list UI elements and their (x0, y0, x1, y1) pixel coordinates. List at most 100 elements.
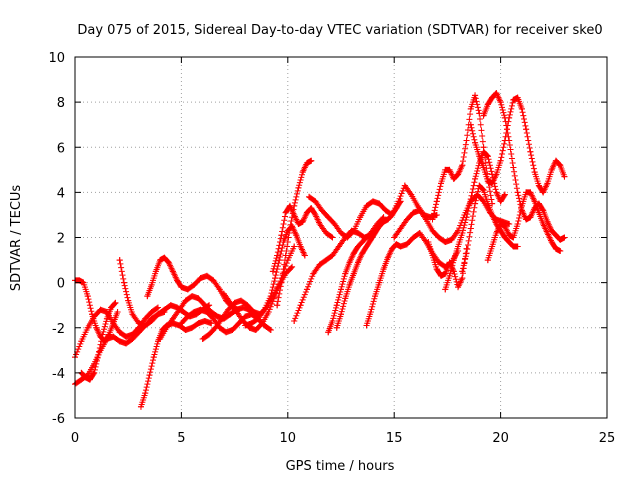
data-point (506, 137, 513, 144)
data-point (157, 257, 164, 264)
data-point (176, 306, 183, 313)
data-point (316, 261, 323, 268)
data-point (240, 304, 247, 311)
data-point (338, 229, 344, 236)
x-tick-label: 0 (71, 431, 79, 446)
data-point (484, 257, 491, 264)
data-point (489, 211, 496, 218)
data-point (116, 257, 123, 264)
data-point (103, 336, 110, 343)
data-point (459, 162, 466, 169)
data-point (548, 166, 555, 173)
data-point (391, 234, 398, 241)
data-point (397, 243, 404, 250)
data-point (372, 293, 379, 300)
data-point (84, 293, 91, 300)
data-point (384, 254, 391, 261)
data-point (297, 243, 304, 250)
data-point (355, 243, 362, 250)
data-point (163, 324, 170, 331)
data-point (467, 121, 474, 128)
data-point (527, 214, 534, 221)
data-point (535, 182, 542, 189)
data-point (544, 229, 551, 236)
data-point (210, 315, 217, 322)
data-point (416, 229, 423, 236)
data-point (195, 320, 202, 327)
data-point (289, 263, 296, 270)
data-point (497, 227, 504, 234)
data-point (338, 286, 344, 293)
y-axis-label: SDTVAR / TECUs (9, 185, 24, 292)
series-arc-09 (178, 306, 274, 336)
data-point (484, 200, 491, 207)
data-point (376, 200, 383, 207)
data-point (410, 234, 417, 241)
data-point (450, 175, 457, 182)
data-point (212, 324, 219, 331)
data-point (93, 324, 100, 331)
data-point (333, 324, 340, 331)
data-point (506, 220, 513, 227)
data-point (518, 202, 525, 209)
data-point (506, 239, 513, 246)
axis-ticks: 0 5 10 15 20 25 -6 -4 -2 0 2 4 6 8 10 (48, 51, 615, 446)
data-point (274, 302, 281, 309)
data-point (367, 308, 374, 315)
data-point (299, 169, 306, 176)
data-point (203, 308, 210, 315)
data-point (489, 94, 496, 101)
data-point (433, 198, 440, 205)
data-point (514, 189, 521, 196)
data-point (199, 336, 206, 343)
data-point (342, 295, 349, 302)
data-point (350, 250, 357, 257)
data-point (129, 311, 136, 318)
data-point (110, 333, 117, 340)
data-point (467, 105, 474, 112)
data-point (476, 153, 483, 160)
data-point (323, 229, 330, 236)
data-point (278, 232, 285, 239)
data-point (342, 270, 349, 277)
series-arc-13 (269, 202, 336, 275)
data-point (463, 137, 470, 144)
data-point (497, 99, 504, 106)
data-point (169, 268, 176, 275)
chart-title: Day 075 of 2015, Sidereal Day-to-day VTE… (77, 23, 602, 38)
data-point (548, 227, 555, 234)
data-point (148, 317, 155, 324)
data-point (403, 216, 410, 223)
data-point (535, 209, 542, 216)
data-point (506, 232, 513, 239)
data-point (148, 281, 155, 288)
data-point (442, 270, 449, 277)
series-arc-22 (442, 148, 508, 293)
data-point (161, 306, 168, 313)
data-point (393, 241, 400, 248)
data-point (346, 259, 353, 266)
data-point (312, 198, 319, 205)
series-arc-14 (274, 157, 315, 309)
data-point (269, 268, 276, 275)
data-point (493, 220, 500, 227)
data-point (552, 245, 559, 252)
series-arc-26 (459, 182, 521, 275)
series-arc-27 (425, 239, 470, 291)
data-point (225, 306, 232, 313)
data-point (531, 198, 538, 205)
series-arc-04 (78, 299, 119, 383)
data-point (182, 297, 189, 304)
data-point (442, 239, 449, 246)
data-point (295, 220, 302, 227)
data-point (344, 234, 351, 241)
data-point (218, 315, 225, 322)
data-point (459, 229, 466, 236)
data-point (182, 327, 189, 334)
y-tick-label: 10 (48, 51, 65, 66)
data-point (167, 302, 174, 309)
data-point (220, 290, 227, 297)
data-point (416, 207, 423, 214)
series-arc-24 (480, 90, 568, 243)
